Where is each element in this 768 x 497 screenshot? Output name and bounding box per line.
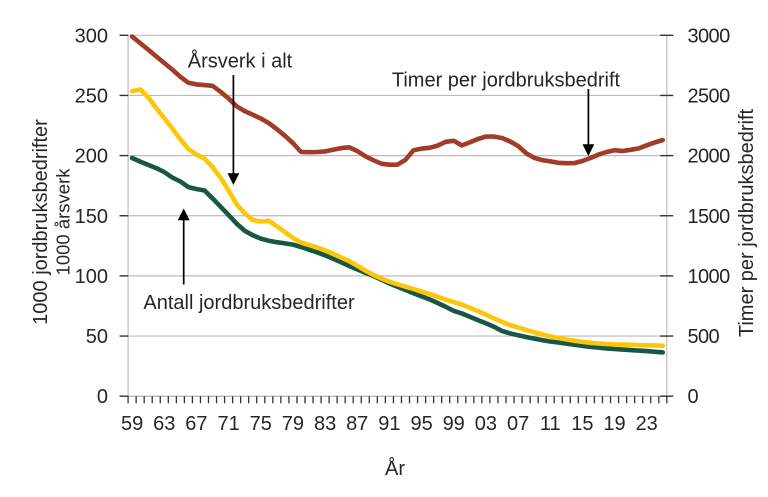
svg-text:19: 19 bbox=[603, 413, 625, 435]
svg-text:500: 500 bbox=[688, 326, 720, 348]
svg-text:1500: 1500 bbox=[688, 206, 731, 228]
svg-text:63: 63 bbox=[153, 413, 175, 435]
svg-text:300: 300 bbox=[75, 25, 108, 47]
svg-text:07: 07 bbox=[507, 413, 529, 435]
svg-text:87: 87 bbox=[346, 413, 368, 435]
svg-text:3000: 3000 bbox=[688, 25, 731, 47]
svg-text:Antall jordbruksbedrifter: Antall jordbruksbedrifter bbox=[143, 292, 355, 314]
svg-text:100: 100 bbox=[75, 266, 108, 288]
svg-text:91: 91 bbox=[378, 413, 400, 435]
svg-text:2500: 2500 bbox=[688, 85, 731, 107]
svg-text:2000: 2000 bbox=[688, 146, 731, 168]
svg-text:År: År bbox=[385, 457, 405, 480]
svg-text:95: 95 bbox=[410, 413, 432, 435]
svg-text:Årsverk i alt: Årsverk i alt bbox=[188, 50, 293, 73]
svg-text:99: 99 bbox=[443, 413, 465, 435]
svg-text:200: 200 bbox=[75, 146, 108, 168]
svg-text:Timer per jordbruksbedrift: Timer per jordbruksbedrift bbox=[392, 69, 621, 91]
svg-text:Timer per jordbruksbedrift: Timer per jordbruksbedrift bbox=[736, 108, 758, 337]
svg-text:0: 0 bbox=[688, 386, 699, 408]
svg-text:50: 50 bbox=[86, 326, 108, 348]
svg-text:71: 71 bbox=[217, 413, 239, 435]
svg-text:11: 11 bbox=[540, 413, 561, 435]
svg-text:23: 23 bbox=[636, 413, 658, 435]
svg-text:150: 150 bbox=[75, 206, 108, 228]
svg-text:250: 250 bbox=[75, 85, 108, 107]
svg-text:1000 årsverk: 1000 årsverk bbox=[53, 168, 74, 276]
svg-text:83: 83 bbox=[314, 413, 336, 435]
svg-text:1000 jordbruksbedrifter: 1000 jordbruksbedrifter bbox=[30, 119, 52, 325]
svg-text:15: 15 bbox=[571, 413, 593, 435]
svg-text:03: 03 bbox=[475, 413, 497, 435]
svg-text:79: 79 bbox=[282, 413, 304, 435]
svg-text:75: 75 bbox=[250, 413, 272, 435]
svg-text:1000: 1000 bbox=[688, 266, 731, 288]
svg-text:0: 0 bbox=[97, 386, 108, 408]
svg-text:67: 67 bbox=[185, 413, 207, 435]
svg-text:59: 59 bbox=[121, 413, 143, 435]
